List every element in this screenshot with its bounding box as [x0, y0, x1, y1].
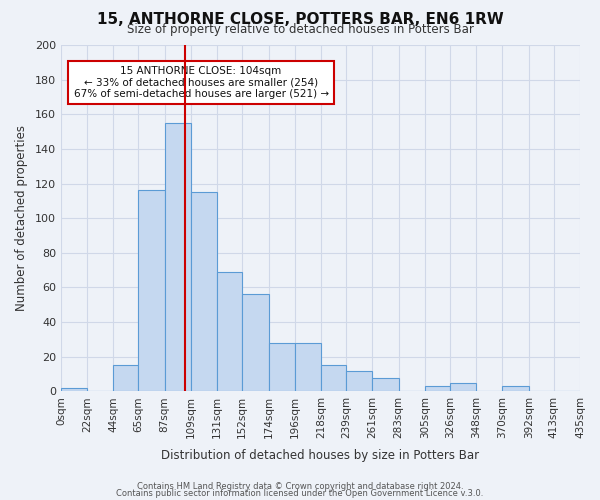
- Text: Size of property relative to detached houses in Potters Bar: Size of property relative to detached ho…: [127, 22, 473, 36]
- X-axis label: Distribution of detached houses by size in Potters Bar: Distribution of detached houses by size …: [161, 450, 479, 462]
- Text: Contains HM Land Registry data © Crown copyright and database right 2024.: Contains HM Land Registry data © Crown c…: [137, 482, 463, 491]
- Bar: [217, 272, 242, 392]
- Bar: [113, 366, 139, 392]
- Bar: [346, 370, 373, 392]
- Bar: [502, 386, 529, 392]
- Text: 15 ANTHORNE CLOSE: 104sqm
← 33% of detached houses are smaller (254)
67% of semi: 15 ANTHORNE CLOSE: 104sqm ← 33% of detac…: [74, 66, 329, 99]
- Bar: [295, 343, 321, 392]
- Bar: [61, 388, 87, 392]
- Bar: [373, 378, 398, 392]
- Bar: [269, 343, 295, 392]
- Bar: [165, 123, 191, 392]
- Bar: [139, 190, 165, 392]
- Text: 15, ANTHORNE CLOSE, POTTERS BAR, EN6 1RW: 15, ANTHORNE CLOSE, POTTERS BAR, EN6 1RW: [97, 12, 503, 26]
- Y-axis label: Number of detached properties: Number of detached properties: [15, 125, 28, 311]
- Text: Contains public sector information licensed under the Open Government Licence v.: Contains public sector information licen…: [116, 489, 484, 498]
- Bar: [450, 382, 476, 392]
- Bar: [242, 294, 269, 392]
- Bar: [425, 386, 450, 392]
- Bar: [321, 366, 346, 392]
- Bar: [191, 192, 217, 392]
